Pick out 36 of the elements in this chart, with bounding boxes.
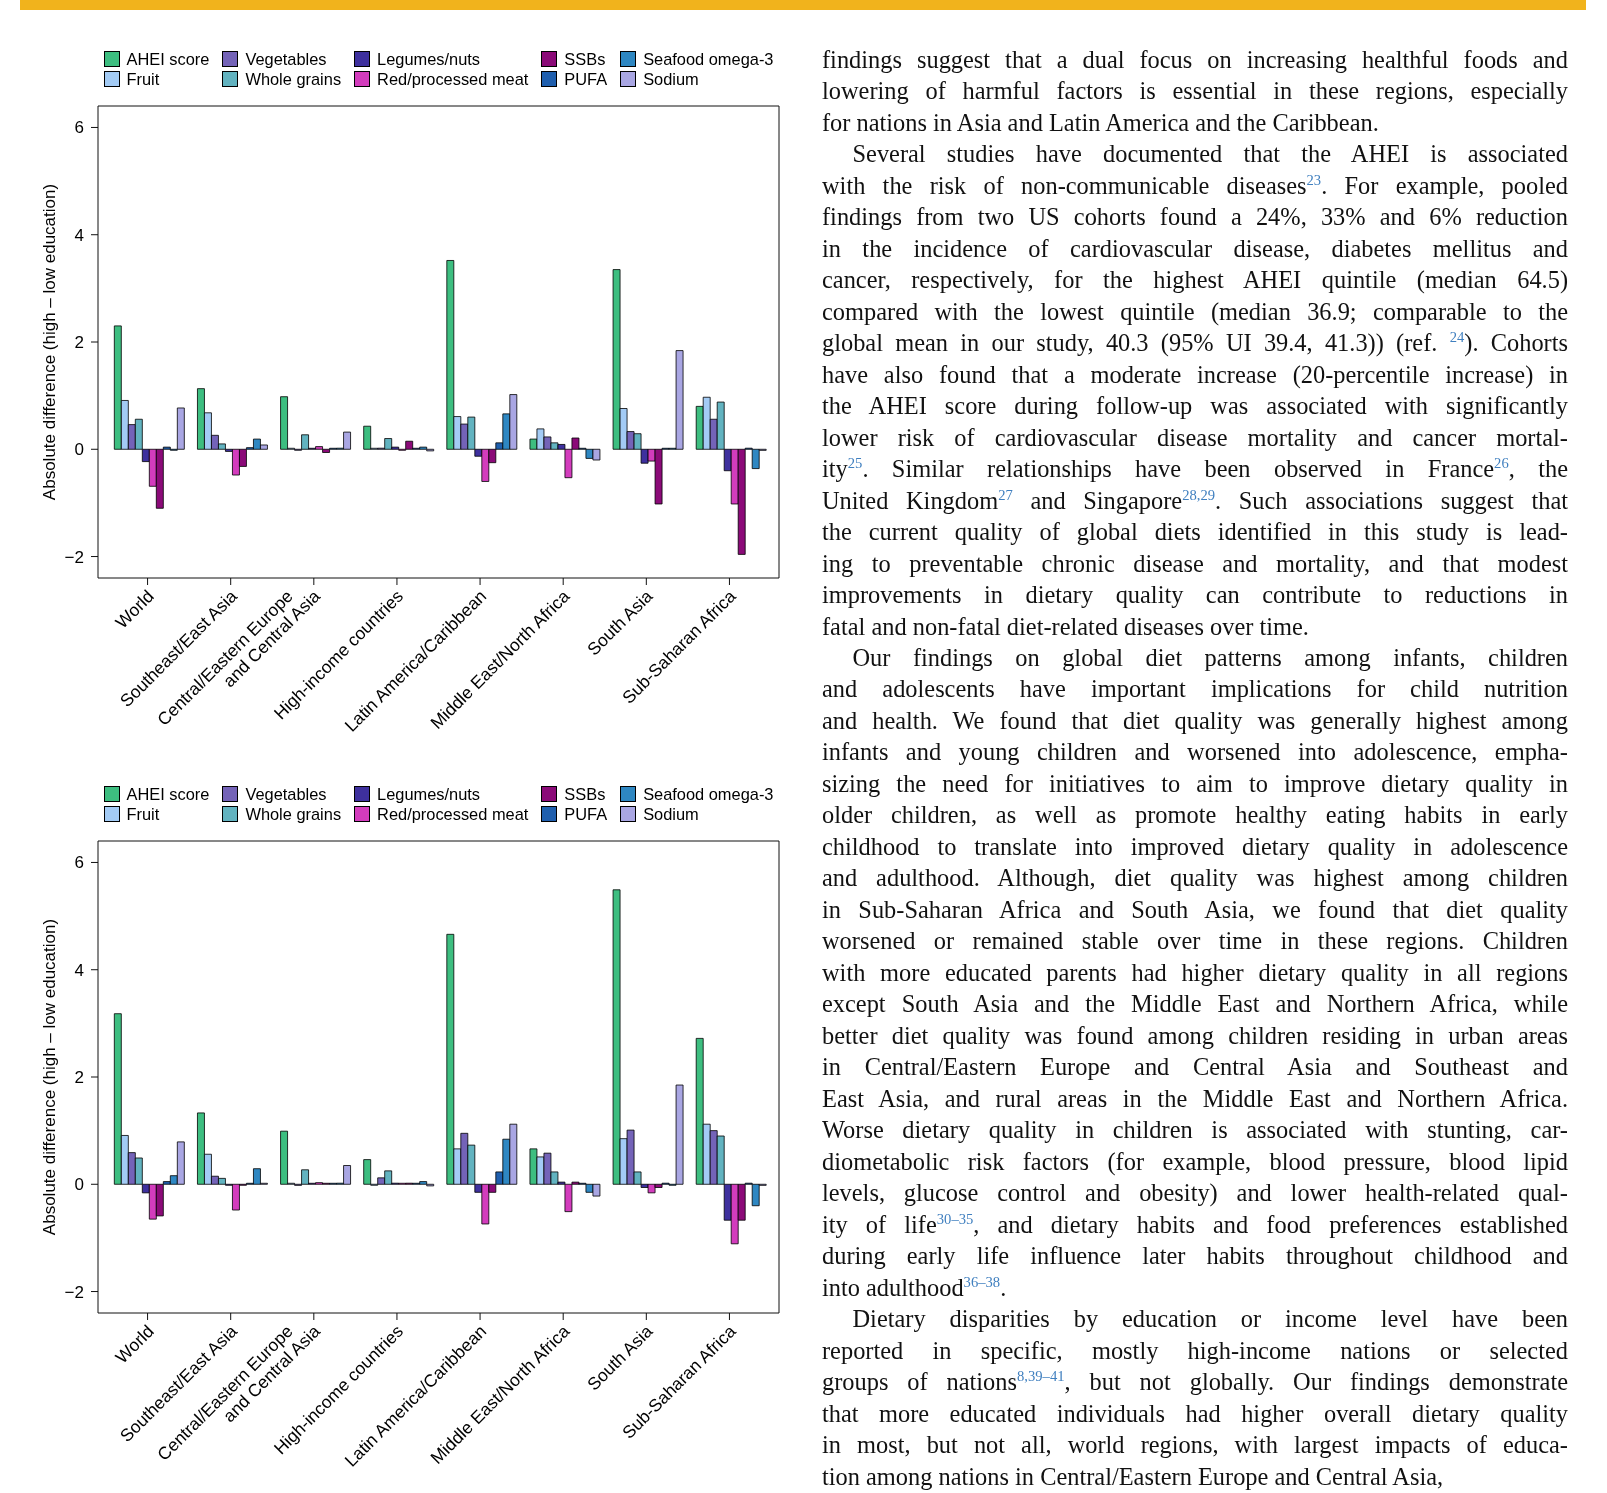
y-tick-label: −2	[64, 547, 84, 567]
legend-label: Legumes/nuts	[377, 49, 481, 69]
text: Our findings on global diet patterns among infants, children and adolescents have important implications for child nutrition and health. We found that diet quality was generally highest among infants and young children and worsened into adolescence, empha- sizing the need for initiatives to aim to improve dietary quality in older children, as well as promote healthy eating habits in early childhood to translate into improved dietary quality in adolescence and adulthood. Although, diet quality was highest among children in Sub-Saharan Africa and South Asia, we found that diet quality worsened or remained stable over time in these regions. Children with more educated parents had higher dietary quality in all regions except South Asia and the Middle East and Northern Africa, while better diet quality was found among children residing in urban areas in Central/Eastern Europe and Central Asia and Southeast and East Asia, and rural areas in the Middle East and Northern Africa. Worse dietary quality in children is associated with stunting, car- diometabolic risk factors (for example, blood pressure, blood lipid levels, glucose control and obesity) and lower health-related qual- ity of life$^{30–35}$, and dietary habits and food preferences established during early life influence later habits throughout childhood and into adulthood$^{36–38}$.	[822, 644, 1569, 1301]
text: Dietary disparities by education or income level have been reported in specific, mostly high-income nations or selected groups of nations$^{8,39–41}$, but not globally. Our findings demonstrate that more educated individuals had higher overall dietary quality in most, but not all, world regions, with largest impacts of educa- tion among nations in Central/Eastern Europe and Central Asia,	[822, 1304, 1568, 1492]
y-tick-label: 2	[74, 333, 84, 353]
legend-label: Fruit	[126, 69, 160, 89]
legend-label: Whole grains	[245, 804, 342, 824]
legend-label: SSBs	[564, 784, 606, 804]
legend-label: Red/processed meat	[377, 804, 529, 824]
y-tick-label: 6	[74, 853, 84, 873]
legend-label: Whole grains	[245, 69, 342, 89]
legend-label: Vegetables	[245, 49, 327, 69]
legend-label: Fruit	[126, 804, 160, 824]
legend-label: SSBs	[564, 49, 606, 69]
y-tick-label: 4	[74, 960, 84, 980]
legend-label: Vegetables	[245, 784, 327, 804]
y-tick-label: 0	[74, 440, 84, 460]
y-axis-title: Absolute difference (high – low education)	[39, 918, 59, 1236]
y-tick-label: 0	[74, 1175, 84, 1195]
y-tick-label: −2	[64, 1282, 84, 1302]
legend-label: PUFA	[564, 69, 608, 89]
legend-label: Red/processed meat	[377, 69, 529, 89]
y-tick-label: 2	[74, 1068, 84, 1088]
legend-label: AHEI score	[126, 784, 210, 804]
legend-label: Sodium	[643, 804, 699, 824]
y-axis-title: Absolute difference (high – low education)	[39, 183, 59, 501]
y-tick-label: 6	[74, 118, 84, 138]
text: Several studies have documented that the AHEI is associated with the risk of non-communicable diseases$^{23}$. For example, pooled findings from two US cohorts found a 24%, 33% and 6% reduction in the incidence of cardiovascular disease, diabetes mellitus and cancer, respectively, for the highest AHEI quintile (median 64.5) compared with the lowest quintile (median 36.9; comparable to the global mean in our study, 40.3 (95% UI 39.4, 41.3)) (ref. $^{24}$). Cohorts have also found that a moderate increase (20-percentile increase) in the AHEI score during follow-up was associated with significantly lower risk of cardiovascular disease mortality and cancer mortal- ity$^{25}$. Similar relationships have been observed in France$^{26}$, the United Kingdom$^{27}$ and Singapore$^{28,29}$. Such associations suggest that the current quality of global diets identified in this study is lead- ing to preventable chronic disease and mortality, and that modest improvements in dietary quality can contribute to reductions in fatal and non-fatal diet-related diseases over time.	[822, 140, 1569, 640]
legend-label: PUFA	[564, 804, 608, 824]
legend-label: AHEI score	[126, 49, 210, 69]
legend-label: Seafood omega-3	[643, 49, 774, 69]
text: findings suggest that a dual focus on increasing healthful foods and lowering of harmful factors is essential in these regions, especially for nations in Asia and Latin America and the Caribbean.	[822, 44, 1568, 138]
legend-label: Legumes/nuts	[377, 784, 481, 804]
y-tick-label: 4	[74, 225, 84, 245]
legend-label: Sodium	[643, 69, 699, 89]
legend-label: Seafood omega-3	[643, 784, 774, 804]
